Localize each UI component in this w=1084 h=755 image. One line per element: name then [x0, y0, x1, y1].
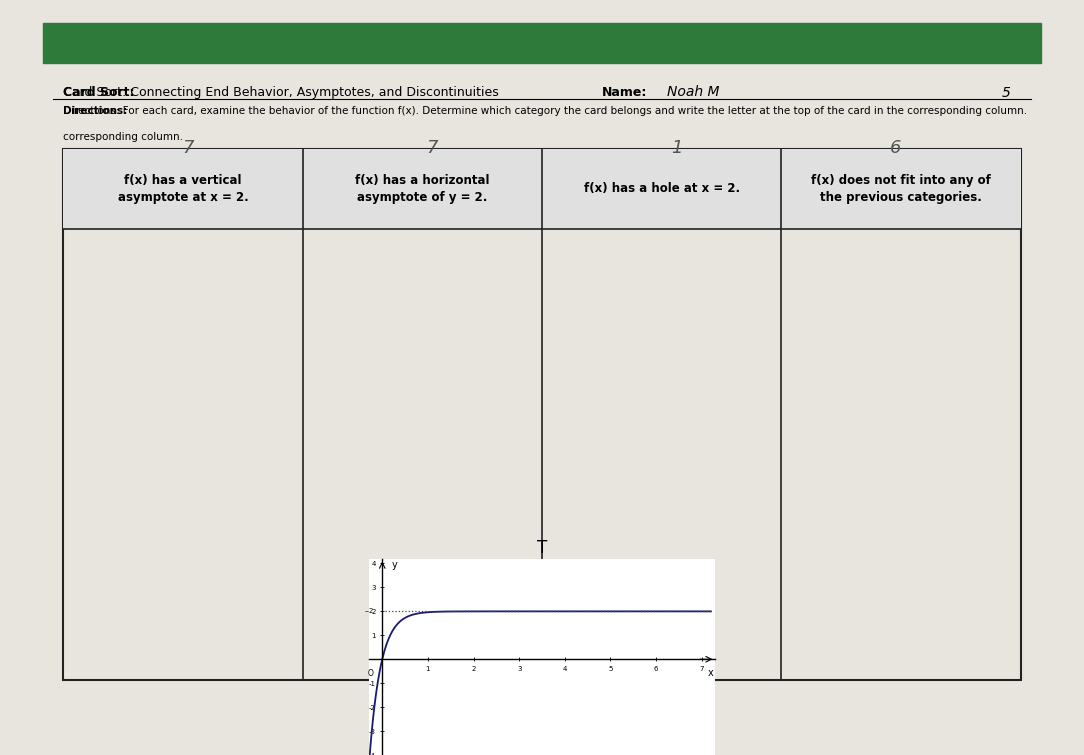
Text: Card Sort: Connecting End Behavior, Asymptotes, and Discontinuities: Card Sort: Connecting End Behavior, Asym… — [63, 86, 499, 99]
Text: 7: 7 — [182, 139, 194, 157]
Bar — [63, 149, 302, 229]
Text: O: O — [367, 669, 374, 678]
Bar — [302, 149, 542, 229]
Text: x: x — [708, 667, 713, 678]
Text: y: y — [391, 560, 397, 570]
Text: f(x) has a horizontal
asymptote of y = 2.: f(x) has a horizontal asymptote of y = 2… — [356, 174, 490, 204]
Text: f(x) does not fit into any of
the previous categories.: f(x) does not fit into any of the previo… — [811, 174, 991, 204]
Bar — [43, 23, 1041, 63]
Text: Card Sort:: Card Sort: — [63, 86, 134, 99]
Text: 6: 6 — [890, 139, 902, 157]
Text: Directions: For each card, examine the behavior of the function f(x). Determine : Directions: For each card, examine the b… — [63, 106, 1028, 116]
Text: Noah M: Noah M — [667, 85, 719, 99]
Text: 7: 7 — [426, 139, 438, 157]
Text: Name:: Name: — [602, 86, 647, 99]
Text: f(x) has a vertical
asymptote at x = 2.: f(x) has a vertical asymptote at x = 2. — [117, 174, 248, 204]
Bar — [542, 149, 782, 229]
Text: 5: 5 — [1002, 86, 1010, 100]
Text: corresponding column.: corresponding column. — [63, 132, 183, 142]
Bar — [63, 149, 1021, 680]
Text: f(x) has a hole at x = 2.: f(x) has a hole at x = 2. — [583, 182, 739, 196]
Text: --2: --2 — [364, 609, 374, 615]
Title: T: T — [537, 539, 547, 557]
Text: 1: 1 — [671, 139, 683, 157]
Bar — [782, 149, 1021, 229]
Text: Directions:: Directions: — [63, 106, 128, 116]
